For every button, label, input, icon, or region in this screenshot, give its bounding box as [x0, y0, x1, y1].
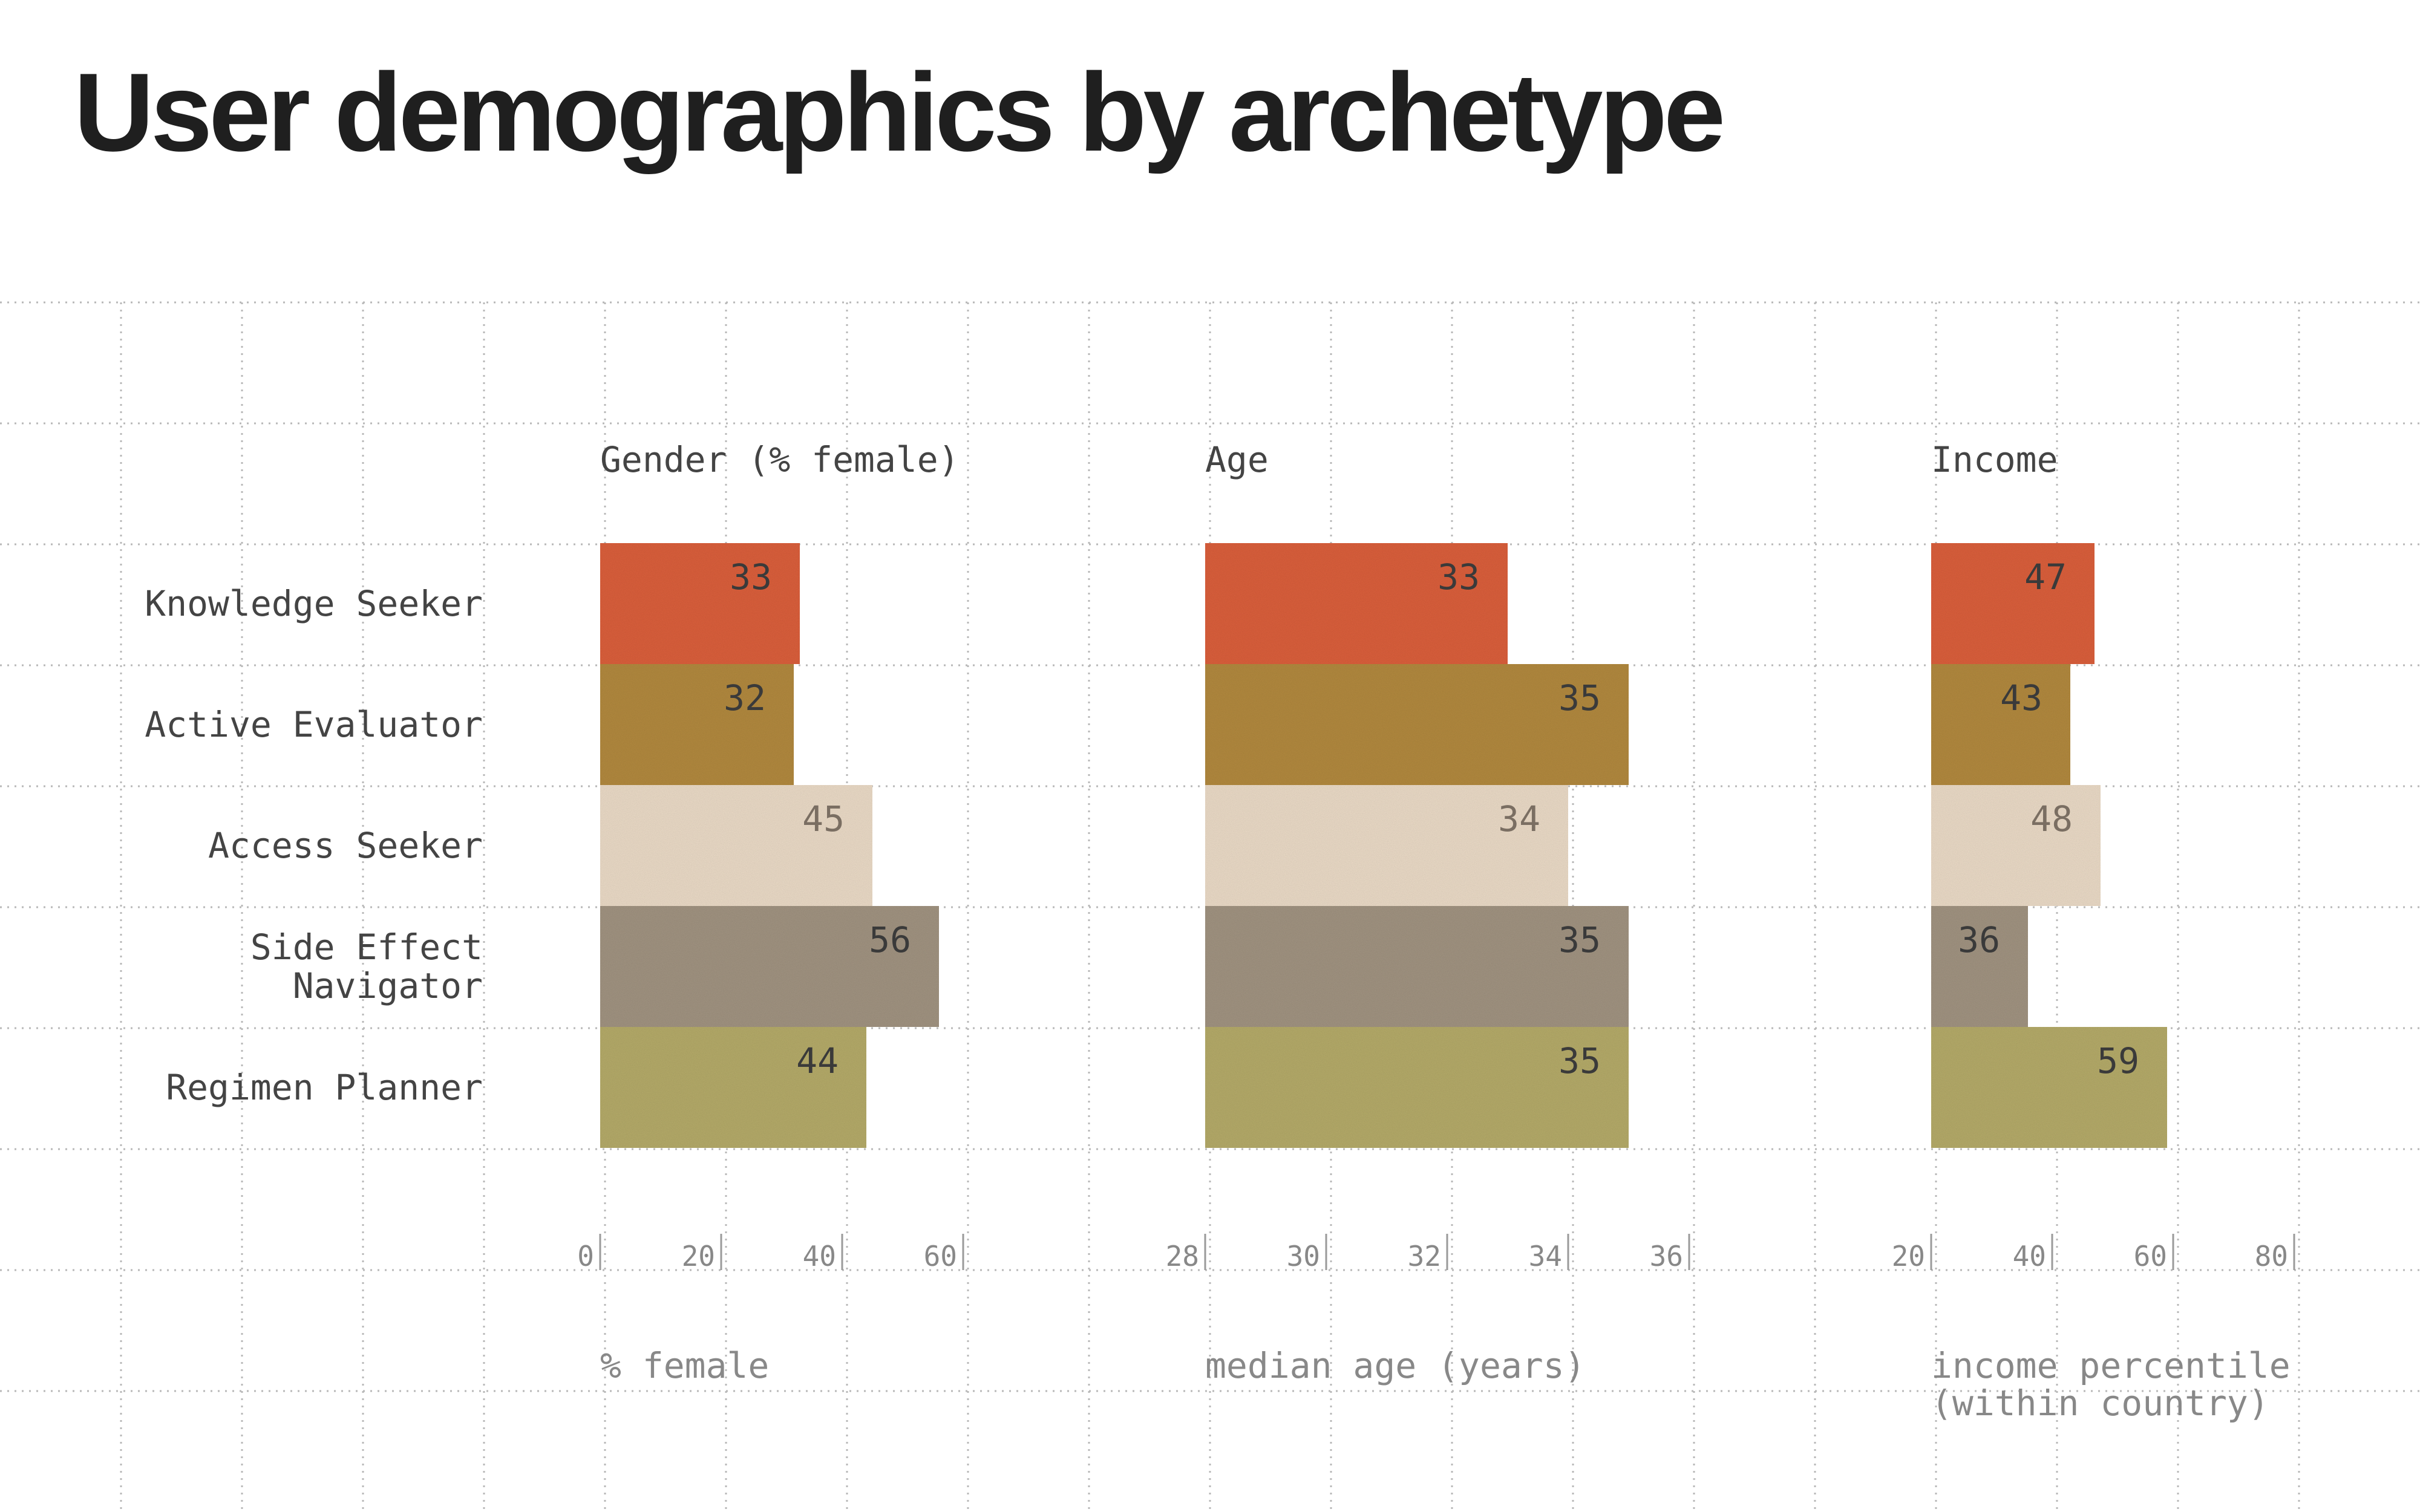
bar-active-evaluator — [600, 664, 794, 785]
value-label: 36 — [1958, 919, 2000, 960]
bar-access-seeker — [600, 785, 872, 906]
tick-label: 80 — [2255, 1240, 2288, 1272]
bar-access-seeker — [1205, 785, 1568, 906]
category-label-active-evaluator: Active Evaluator — [145, 704, 483, 745]
bar-knowledge-seeker — [1205, 543, 1508, 664]
tick-label: 32 — [1408, 1240, 1441, 1272]
bar-regimen-planner — [600, 1027, 866, 1148]
value-label: 35 — [1558, 677, 1601, 719]
value-label: 59 — [2097, 1040, 2139, 1081]
tick-label: 40 — [2013, 1240, 2046, 1272]
panel-title: Income — [1931, 439, 2058, 480]
tick-label: 34 — [1529, 1240, 1562, 1272]
tick-label: 60 — [2134, 1240, 2167, 1272]
value-label: 45 — [802, 798, 845, 839]
value-label: 47 — [2024, 556, 2067, 598]
chart-panels: Gender (% female) 33 32 45 56 44 0 20 40 60 % fema… — [577, 439, 2295, 1424]
panel-age: Age 33 35 34 35 35 28 30 32 34 36 median age (years… — [1166, 439, 1690, 1386]
bar-knowledge-seeker — [1931, 543, 2095, 664]
tick-label: 36 — [1650, 1240, 1683, 1272]
axis-label: % female — [600, 1345, 769, 1386]
value-label: 48 — [2030, 798, 2073, 839]
panel-title: Age — [1205, 439, 1269, 480]
tick-label: 60 — [924, 1240, 957, 1272]
value-label: 35 — [1558, 1040, 1601, 1081]
value-label: 34 — [1498, 798, 1540, 839]
bar-knowledge-seeker — [600, 543, 800, 664]
tick-label: 20 — [1892, 1240, 1925, 1272]
bar-side-effect-navigator — [600, 906, 939, 1027]
bar-active-evaluator — [1205, 664, 1629, 785]
chart-title: User demographics by archetype — [74, 50, 1725, 174]
axis-label: income percentile (within country) — [1931, 1345, 2291, 1424]
value-label: 56 — [869, 919, 911, 960]
bar-regimen-planner — [1205, 1027, 1629, 1148]
tick-label: 28 — [1166, 1240, 1199, 1272]
tick-label: 40 — [803, 1240, 836, 1272]
bar-regimen-planner — [1931, 1027, 2167, 1148]
value-label: 43 — [2000, 677, 2042, 719]
category-label-knowledge-seeker: Knowledge Seeker — [145, 583, 483, 624]
bar-access-seeker — [1931, 785, 2101, 906]
panel-title: Gender (% female) — [600, 439, 960, 480]
category-label-regimen-planner: Regimen Planner — [166, 1067, 483, 1108]
bar-active-evaluator — [1931, 664, 2070, 785]
category-label-side-effect-navigator: Side Effect Navigator — [250, 927, 483, 1006]
tick-label: 30 — [1287, 1240, 1320, 1272]
tick-label: 20 — [682, 1240, 715, 1272]
panel-gender-female: Gender (% female) 33 32 45 56 44 0 20 40 60 % fema… — [577, 439, 964, 1386]
category-label-access-seeker: Access Seeker — [208, 825, 483, 866]
value-label: 33 — [1437, 556, 1480, 598]
tick-label: 0 — [577, 1240, 594, 1272]
bar-side-effect-navigator — [1205, 906, 1629, 1027]
value-label: 35 — [1558, 919, 1601, 960]
category-labels: Knowledge Seeker Active Evaluator Access S… — [145, 583, 483, 1108]
axis-label: median age (years) — [1205, 1345, 1586, 1386]
value-label: 44 — [796, 1040, 839, 1081]
value-label: 33 — [730, 556, 772, 598]
panel-income: Income 47 43 48 36 59 20 40 60 80 income percentil… — [1892, 439, 2295, 1424]
value-label: 32 — [724, 677, 766, 719]
bar-side-effect-navigator — [1931, 906, 2028, 1027]
